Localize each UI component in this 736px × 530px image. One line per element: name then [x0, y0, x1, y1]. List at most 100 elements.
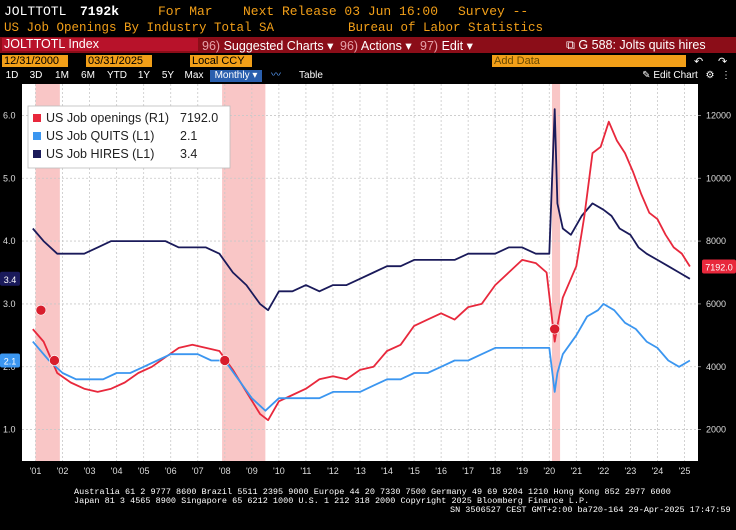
external-link-icon[interactable]: ⧉ [566, 38, 575, 52]
footer-contacts-1: Australia 61 2 9777 8600 Brazil 5511 239… [74, 487, 671, 497]
currency-field[interactable]: Local CCY [190, 55, 252, 67]
x-tick-label: '06 [165, 466, 177, 476]
menu-num: 96) [202, 39, 221, 53]
range-ytd[interactable]: YTD [107, 70, 127, 81]
legend-label: US Job QUITS (L1) [46, 129, 154, 143]
redo-icon[interactable]: ↷ [718, 56, 728, 68]
x-tick-label: '13 [354, 466, 366, 476]
table-button[interactable]: Table [299, 70, 323, 81]
range-1d[interactable]: 1D [5, 70, 19, 81]
suggested-charts-menu[interactable]: 96) Suggested Charts ▾ [202, 39, 334, 53]
hires-last-label: 3.4 [4, 275, 17, 285]
add-data-input[interactable]: Add Data [492, 55, 686, 67]
right-tick-label: 12000 [706, 110, 731, 120]
hires-last-label-bg [0, 271, 20, 286]
for-period: For Mar [158, 4, 213, 19]
end-date-field[interactable]: 03/31/2025 [86, 55, 152, 67]
x-tick-label: '18 [489, 466, 501, 476]
x-tick-label: '16 [435, 466, 447, 476]
x-tick-label: '21 [570, 466, 582, 476]
next-release: Next Release 03 Jun 16:00 [243, 4, 439, 19]
right-tick-label: 10000 [706, 173, 731, 183]
index-tag[interactable]: JOLTTOTL Index [2, 38, 198, 51]
edit-menu[interactable]: 97) Edit ▾ [420, 39, 473, 53]
edit-chart-button[interactable]: ✎ Edit Chart [642, 70, 698, 81]
chart-title-text: G 588: Jolts quits hires [578, 38, 706, 52]
openings-last-label-bg [702, 259, 736, 274]
legend-swatch [33, 114, 41, 122]
right-tick-label: 2000 [706, 425, 726, 435]
left-tick-label: 5.0 [3, 173, 16, 183]
menu-label: Suggested Charts [223, 39, 324, 53]
x-tick-label: '11 [300, 466, 311, 476]
period-label: Monthly [214, 70, 250, 81]
x-tick-label: '23 [625, 466, 637, 476]
x-tick-label: '25 [679, 466, 691, 476]
legend-value: 2.1 [180, 129, 197, 143]
header-row-1: JOLTTOTL 7192k For Mar Next Release 03 J… [0, 0, 736, 19]
range-1y[interactable]: 1Y [137, 70, 151, 81]
description: US Job Openings By Industry Total SA [4, 21, 275, 35]
x-tick-label: '07 [192, 466, 204, 476]
edit-chart-label: Edit Chart [653, 70, 698, 81]
range-1m[interactable]: 1M [55, 70, 69, 81]
legend-swatch [33, 132, 41, 140]
undo-icon[interactable]: ↶ [694, 56, 704, 68]
openings-series-line [32, 120, 691, 422]
last-value: 7192k [80, 4, 120, 19]
x-tick-label: '09 [246, 466, 258, 476]
x-tick-label: '19 [516, 466, 528, 476]
x-tick-label: '05 [138, 466, 150, 476]
x-tick-label: '24 [652, 466, 664, 476]
x-tick-label: '20 [543, 466, 555, 476]
survey: Survey -- [458, 4, 529, 19]
menu-label: Actions [360, 39, 402, 53]
x-tick-label: '22 [597, 466, 609, 476]
right-tick-label: 6000 [706, 299, 726, 309]
x-tick-label: '10 [273, 466, 285, 476]
x-tick-label: '04 [111, 466, 123, 476]
recession-marker-icon [549, 323, 560, 335]
legend-value: 3.4 [180, 147, 197, 161]
recession-marker-icon [49, 355, 60, 366]
x-tick-label: '14 [381, 466, 393, 476]
chart-area: 1.02.03.04.05.06.02000400060008000100001… [0, 84, 736, 476]
menu-bar: JOLTTOTL Index 96) Suggested Charts ▾ 96… [0, 37, 736, 53]
actions-menu[interactable]: 96) Actions ▾ [340, 39, 412, 53]
footer: Australia 61 2 9777 8600 Brazil 5511 239… [0, 486, 736, 530]
right-tick-label: 8000 [706, 236, 726, 246]
x-tick-label: '12 [327, 466, 339, 476]
more-icon[interactable]: ⋮ [721, 70, 731, 81]
x-tick-label: '15 [408, 466, 420, 476]
toolbar: 1D 3D 1M 6M YTD 1Y 5Y Max Monthly ▾ 〰 Ta… [0, 69, 736, 83]
range-6m[interactable]: 6M [81, 70, 95, 81]
settings-icon[interactable]: ⚙ [705, 70, 715, 81]
legend-label: US Job HIRES (L1) [46, 147, 154, 161]
chart-title: ⧉ G 588: Jolts quits hires [566, 38, 706, 53]
line-chart-icon[interactable]: 〰 [271, 70, 281, 81]
footer-session: SN 3506527 CEST GMT+2:00 ba720-164 29-Ap… [450, 505, 731, 515]
legend-box [27, 105, 231, 169]
x-tick-label: '01 [30, 466, 42, 476]
ticker: JOLTTOTL [4, 4, 67, 19]
recession-marker-icon [35, 304, 47, 316]
range-5y[interactable]: 5Y [161, 70, 175, 81]
period-select[interactable]: Monthly ▾ [210, 70, 262, 82]
left-tick-label: 3.0 [3, 299, 16, 309]
header-row-2: US Job Openings By Industry Total SA Bur… [0, 19, 736, 37]
left-tick-label: 1.0 [3, 425, 16, 435]
range-max[interactable]: Max [184, 70, 204, 81]
date-bar: 12/31/2000 03/31/2025 Local CCY Add Data… [0, 54, 736, 68]
x-tick-label: '02 [57, 466, 69, 476]
quits-last-label-bg [0, 353, 20, 368]
recession-band [551, 84, 561, 461]
recession-marker-icon [219, 355, 231, 366]
footer-contacts-2: Japan 81 3 4565 8900 Singapore 65 6212 1… [74, 496, 590, 506]
x-tick-label: '17 [462, 466, 474, 476]
range-3d[interactable]: 3D [29, 70, 43, 81]
menu-num: 97) [420, 39, 439, 53]
right-tick-label: 4000 [706, 362, 726, 372]
legend-value: 7192.0 [180, 111, 218, 125]
openings-last-label: 7192.0 [705, 262, 733, 272]
start-date-field[interactable]: 12/31/2000 [2, 55, 68, 67]
